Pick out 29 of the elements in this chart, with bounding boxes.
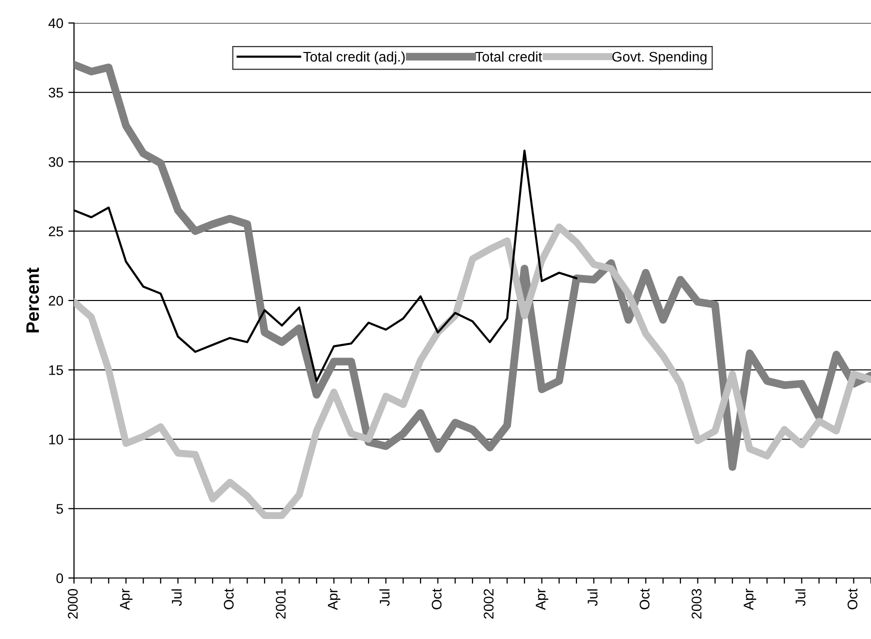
y-tick-label: 5 bbox=[56, 504, 63, 514]
x-tick-label: Oct bbox=[848, 588, 858, 610]
y-tick-label: 10 bbox=[49, 434, 64, 444]
y-axis-title: Percent bbox=[26, 268, 40, 332]
x-tick-label: Jul bbox=[379, 589, 390, 606]
y-tick-label: 15 bbox=[49, 365, 64, 376]
y-tick-label: 20 bbox=[48, 296, 64, 306]
y-tick-label: 0 bbox=[56, 573, 64, 584]
legend-label: Govt. Spending bbox=[612, 51, 706, 64]
x-tick-label: Oct bbox=[224, 588, 234, 610]
x-tick-label: 2002 bbox=[484, 589, 494, 619]
legend-label: Total credit (adj.) bbox=[303, 51, 405, 64]
x-tick-label: 2003 bbox=[692, 589, 702, 619]
y-tick-label: 40 bbox=[48, 18, 64, 28]
legend-label: Total credit bbox=[475, 51, 542, 62]
x-tick-label: Apr bbox=[744, 588, 756, 610]
x-tick-label: 2001 bbox=[276, 589, 286, 619]
x-tick-label: Oct bbox=[640, 588, 650, 610]
y-tick-label: 35 bbox=[48, 88, 64, 98]
x-tick-label: Jul bbox=[171, 589, 182, 606]
x-tick-label: Jul bbox=[587, 589, 598, 606]
x-tick-label: 2000 bbox=[68, 588, 78, 619]
y-tick-label: 30 bbox=[48, 157, 64, 167]
x-tick-label: Jul bbox=[795, 589, 806, 606]
x-tick-label: Apr bbox=[536, 588, 548, 610]
x-tick-label: Apr bbox=[120, 588, 132, 610]
x-tick-label: Apr bbox=[328, 588, 340, 610]
y-tick-label: 25 bbox=[48, 226, 64, 236]
x-tick-label: Oct bbox=[432, 588, 442, 610]
